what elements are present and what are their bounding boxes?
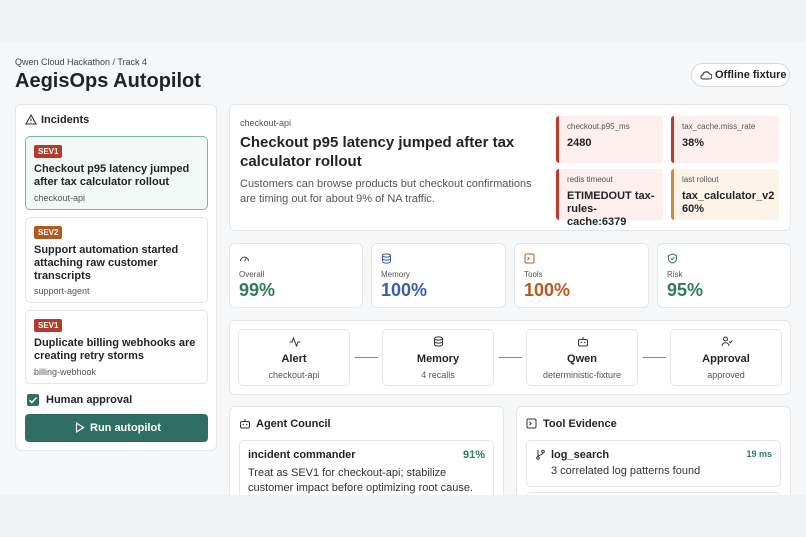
tool-name: log_search (551, 449, 610, 461)
terminal-icon (526, 418, 537, 429)
signal-value: 2480 (567, 137, 592, 149)
signal-label: tax_cache.miss_rate (682, 122, 756, 131)
pipeline-step: Alert checkout-api (238, 329, 350, 386)
metric-label: Overall (239, 270, 265, 279)
metric-value: 99% (239, 280, 276, 300)
metric-label: Risk (667, 270, 683, 279)
incident-title: Checkout p95 latency jumped after tax ca… (34, 163, 190, 188)
incident-card[interactable]: SEV2 Support automation started attachin… (25, 217, 208, 303)
database-icon (434, 336, 443, 347)
signal-value: tax_calculator_v2 60% (682, 190, 775, 215)
incident-card[interactable]: SEV1 Duplicate billing webhooks are crea… (25, 310, 208, 384)
connector (499, 357, 522, 358)
incidents-panel: Incidents SEV1 Checkout p95 latency jump… (15, 104, 217, 451)
activity-icon (289, 336, 301, 347)
signal-label: last rollout (682, 175, 719, 184)
signal-value: ETIMEDOUT tax-rules-cache:6379 (567, 190, 655, 228)
panel-title: Tool Evidence (543, 418, 617, 430)
shield-icon (668, 253, 677, 264)
agent-confidence: 91% (462, 449, 485, 461)
evidence-card: log_search 19 ms 3 correlated log patter… (526, 440, 781, 487)
detail-description: Customers can browse products but checko… (240, 178, 532, 205)
incident-service: support-agent (34, 286, 90, 296)
fixture-button[interactable]: Offline fixture (691, 63, 790, 87)
user-check-icon (721, 336, 733, 347)
incident-detail: checkout-api Checkout p95 latency jumped… (229, 104, 791, 231)
cloud-icon (700, 71, 712, 80)
step-label: Alert (281, 353, 307, 365)
signal-value: 38% (682, 137, 705, 149)
signal: checkout.p95_ms 2480 (556, 116, 663, 163)
signal-label: checkout.p95_ms (567, 122, 630, 131)
metric-label: Memory (381, 270, 410, 279)
incident-title: Duplicate billing webhooks are creating … (34, 337, 196, 362)
incident-card[interactable]: SEV1 Checkout p95 latency jumped after t… (25, 136, 208, 210)
pipeline-panel: Alert checkout-api Memory 4 recalls Qwen… (229, 320, 791, 395)
bottom-band (0, 495, 806, 537)
step-label: Approval (702, 353, 750, 365)
database-icon (382, 253, 391, 264)
severity-badge: SEV1 (34, 145, 63, 158)
approval-label: Human approval (46, 394, 133, 406)
pipeline-step: Qwen deterministic-fixture (526, 329, 638, 386)
bot-icon (240, 419, 250, 429)
metric-card: Overall 99% (229, 243, 363, 308)
signal: last rollout tax_calculator_v2 60% (671, 169, 779, 220)
gauge-icon (240, 256, 249, 262)
step-detail: deterministic-fixture (542, 370, 622, 380)
connector (643, 357, 666, 358)
signal: tax_cache.miss_rate 38% (671, 116, 779, 163)
detail-title: Checkout p95 latency jumped after tax ca… (240, 134, 515, 170)
tool-duration: 19 ms (746, 449, 772, 459)
run-label: Run autopilot (90, 422, 161, 434)
pipeline-step: Memory 4 recalls (382, 329, 494, 386)
detail-service: checkout-api (240, 118, 292, 128)
fixture-label: Offline fixture (715, 69, 787, 81)
step-detail: checkout-api (268, 370, 320, 380)
approval-checkbox[interactable] (27, 394, 39, 406)
signal-label: redis timeout (567, 175, 613, 184)
check-icon (28, 396, 38, 404)
severity-badge: SEV2 (34, 226, 63, 239)
branch-icon (536, 449, 545, 460)
severity-badge: SEV1 (34, 319, 63, 332)
metric-card: Risk 95% (657, 243, 791, 308)
tools-icon (524, 253, 535, 264)
warning-icon (25, 114, 37, 125)
pipeline-step: Approval approved (670, 329, 782, 386)
incident-service: checkout-api (34, 193, 86, 203)
metric-card: Memory 100% (371, 243, 506, 308)
top-band (0, 0, 806, 42)
incident-title: Support automation started attaching raw… (34, 244, 179, 282)
bot-icon (578, 337, 588, 347)
panel-title: Incidents (41, 114, 90, 126)
tool-summary: 3 correlated log patterns found (551, 465, 701, 477)
metric-value: 100% (524, 280, 571, 300)
run-button[interactable]: Run autopilot (25, 414, 208, 442)
metric-card: Tools 100% (514, 243, 649, 308)
breadcrumb: Qwen Cloud Hackathon / Track 4 (15, 57, 148, 67)
connector (355, 357, 378, 358)
panel-title: Agent Council (256, 418, 331, 430)
app-title: AegisOps Autopilot (15, 70, 201, 92)
agent-role: incident commander (248, 449, 356, 461)
incident-service: billing-webhook (34, 367, 97, 377)
metric-value: 100% (381, 280, 428, 300)
metric-value: 95% (667, 280, 704, 300)
step-detail: approved (707, 370, 745, 380)
step-label: Qwen (567, 353, 597, 365)
play-icon (75, 422, 85, 433)
step-detail: 4 recalls (421, 370, 455, 380)
agent-text: Treat as SEV1 for checkout-api; stabiliz… (248, 467, 473, 494)
signal: redis timeout ETIMEDOUT tax-rules-cache:… (556, 169, 663, 228)
step-label: Memory (416, 353, 460, 365)
metric-label: Tools (524, 270, 543, 279)
